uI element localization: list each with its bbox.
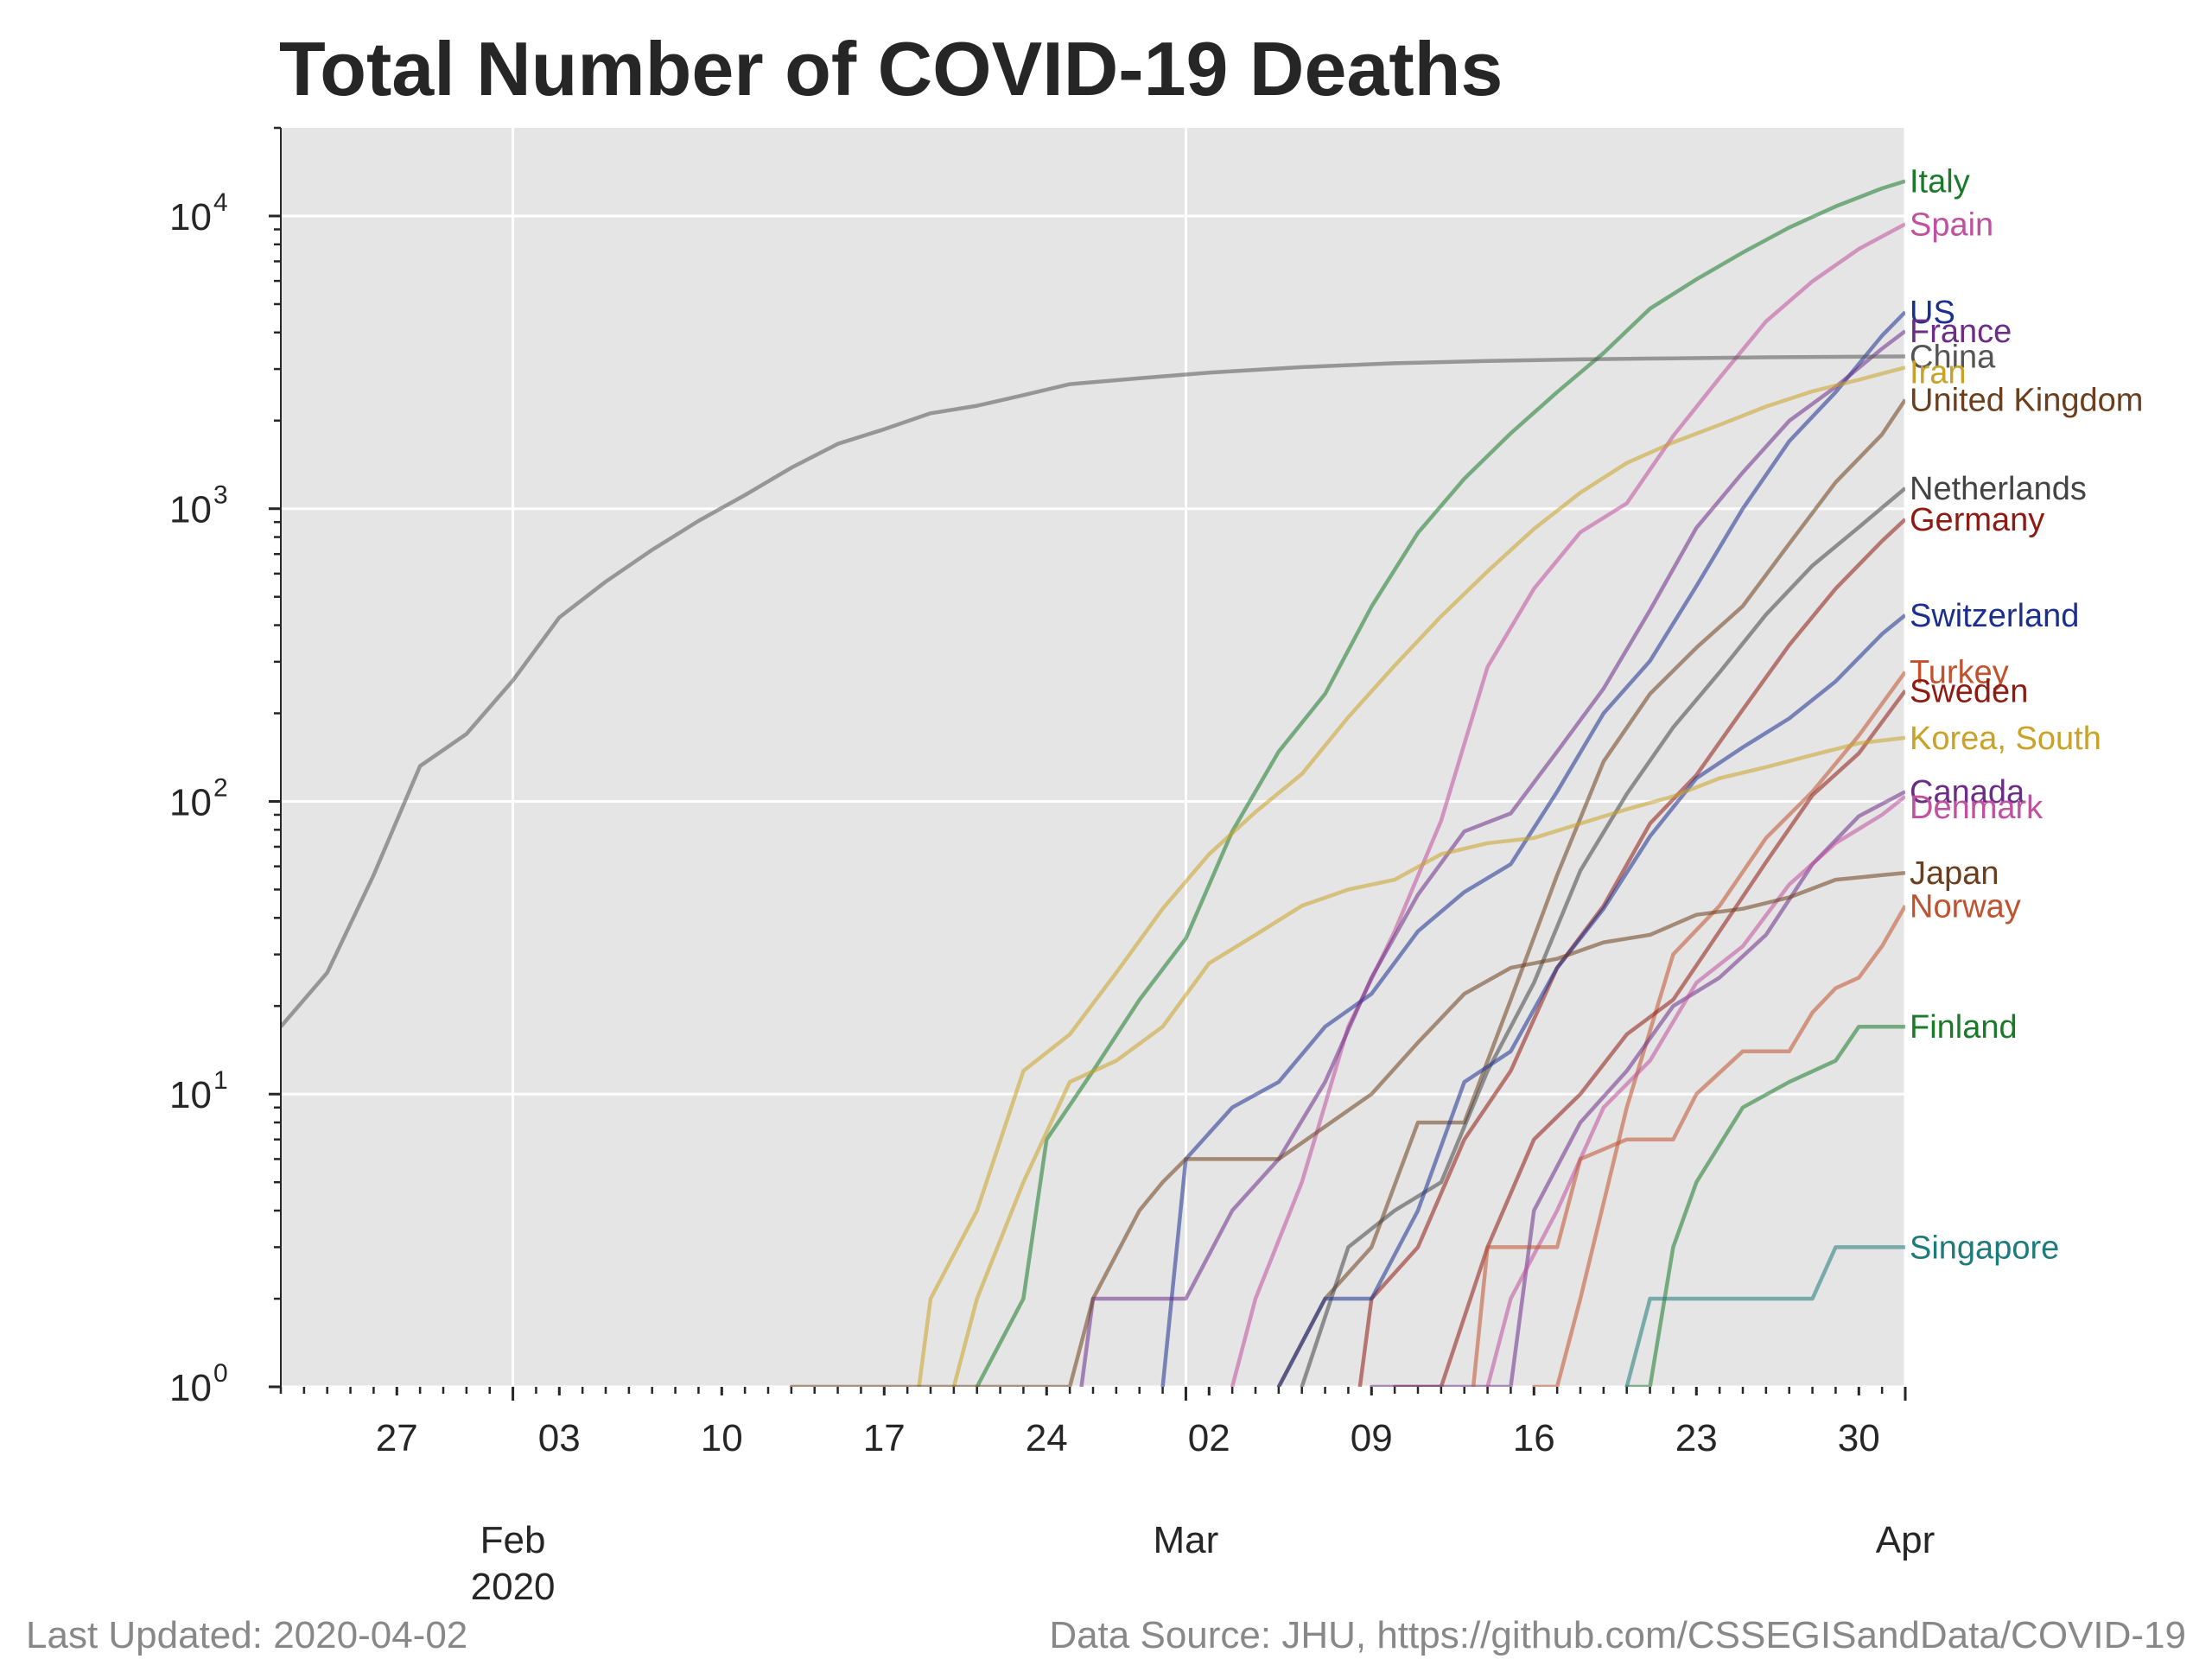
y-tick-label: 10 <box>169 489 212 531</box>
series-label: Japan <box>1910 855 1999 892</box>
y-tick-exponent: 2 <box>213 773 228 802</box>
x-month-label: Apr <box>1876 1519 1935 1561</box>
x-year-label: 2020 <box>471 1566 556 1608</box>
series-line <box>1357 518 1905 1387</box>
footer-last-updated: Last Updated: 2020-04-02 <box>26 1614 467 1656</box>
series-label: Turkey <box>1910 655 2009 691</box>
series-line <box>951 735 1905 1387</box>
x-tick-label: 02 <box>1188 1417 1230 1459</box>
series-line <box>917 365 1905 1387</box>
y-tick-label: 10 <box>169 196 212 238</box>
series-label: United Kingdom <box>1910 383 2143 419</box>
x-tick-label: 17 <box>863 1417 906 1459</box>
y-tick-label: 10 <box>169 1074 212 1116</box>
series-line <box>1471 905 1905 1387</box>
series-lines <box>281 179 1905 1387</box>
y-tick-label: 10 <box>169 1367 212 1409</box>
x-tick-label: 16 <box>1513 1417 1555 1459</box>
series-line <box>1485 794 1905 1387</box>
x-month-label: Feb <box>480 1519 546 1561</box>
grid-lines <box>281 128 1907 1389</box>
series-line <box>1624 1245 1905 1387</box>
series-label: Denmark <box>1910 790 2044 826</box>
series-line <box>1624 1024 1905 1387</box>
series-label: Norway <box>1910 888 2021 925</box>
series-label: Finland <box>1910 1009 2018 1046</box>
series-line <box>1230 222 1905 1387</box>
series-label: Italy <box>1910 164 1970 200</box>
footer-data-source: Data Source: JHU, https://github.com/CSS… <box>1049 1614 2186 1656</box>
series-line <box>1369 790 1905 1387</box>
series-label: Iran <box>1910 355 1966 391</box>
series-label: Korea, South <box>1910 721 2101 757</box>
x-tick-label: 10 <box>701 1417 743 1459</box>
series-line <box>1531 671 1905 1387</box>
series-label: Spain <box>1910 207 1993 243</box>
series-line <box>1276 398 1905 1387</box>
series-line <box>1079 329 1905 1387</box>
chart-title: Total Number of COVID-19 Deaths <box>279 26 1503 111</box>
series-label: China <box>1910 340 1996 376</box>
series-label: Sweden <box>1910 673 2028 709</box>
series-label: Canada <box>1910 774 2025 810</box>
y-tick-label: 10 <box>169 781 212 823</box>
series-label: Germany <box>1910 502 2044 538</box>
x-tick-label: 24 <box>1026 1417 1068 1459</box>
series-line <box>789 870 1905 1387</box>
series-label: Netherlands <box>1910 471 2087 507</box>
y-tick-exponent: 0 <box>213 1359 228 1388</box>
series-label: US <box>1910 295 1955 331</box>
x-month-label: Mar <box>1154 1519 1219 1561</box>
series-line <box>1276 613 1905 1387</box>
series-label: France <box>1910 314 2012 350</box>
series-label: Singapore <box>1910 1230 2059 1266</box>
series-label: Switzerland <box>1910 598 2079 634</box>
series-line <box>1300 486 1905 1387</box>
y-tick-exponent: 3 <box>213 481 228 510</box>
x-tick-label: 30 <box>1838 1417 1880 1459</box>
x-tick-label: 09 <box>1351 1417 1393 1459</box>
y-tick-exponent: 4 <box>213 188 228 217</box>
series-line <box>975 179 1905 1387</box>
series-line <box>281 354 1905 1028</box>
plot-area <box>281 128 1905 1387</box>
x-axis: Feb 2020 Mar Apr 27 03 10 17 24 02 09 16 23 30 <box>279 1387 1935 1608</box>
x-tick-label: 03 <box>538 1417 581 1459</box>
y-tick-exponent: 1 <box>213 1066 228 1095</box>
series-line <box>1392 689 1905 1387</box>
x-tick-label: 27 <box>376 1417 418 1459</box>
series-line <box>1160 310 1905 1387</box>
x-tick-label: 23 <box>1675 1417 1718 1459</box>
